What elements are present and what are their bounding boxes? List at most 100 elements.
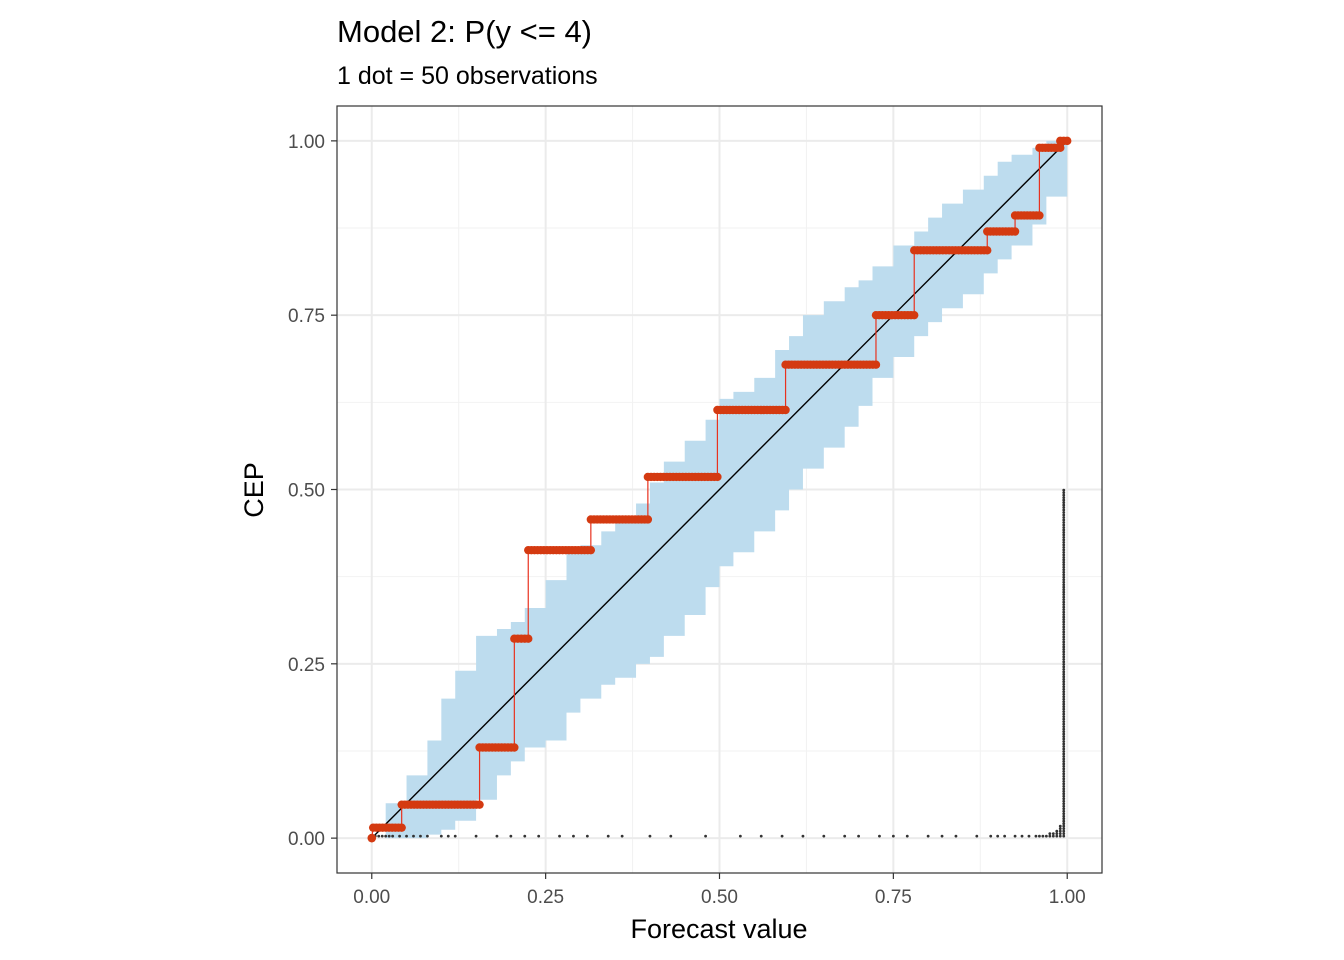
histogram-dot [926, 834, 930, 838]
histogram-dot [1062, 742, 1066, 746]
histogram-dot [1062, 772, 1066, 776]
histogram-dot [585, 834, 589, 838]
histogram-dot [1062, 710, 1066, 714]
histogram-dot [1062, 648, 1066, 651]
histogram-dot [1062, 518, 1066, 522]
histogram-dot [1062, 827, 1066, 831]
x-tick-label: 0.50 [701, 887, 738, 908]
histogram-dot [412, 834, 415, 838]
histogram-dot [1062, 548, 1066, 552]
histogram-dot [439, 834, 443, 838]
histogram-dot [905, 834, 909, 838]
histogram-dot [1062, 675, 1066, 679]
histogram-dot [1062, 770, 1066, 773]
histogram-dot [1062, 672, 1066, 676]
histogram-dot [1062, 553, 1066, 557]
histogram-dot [1062, 573, 1066, 577]
histogram-dot [1062, 630, 1066, 634]
histogram-dot [1038, 834, 1041, 838]
histogram-dot [1062, 804, 1066, 808]
histogram-dot [1062, 690, 1066, 694]
cep-point [586, 545, 596, 555]
histogram-dot [1062, 792, 1066, 796]
histogram-dot [572, 834, 575, 838]
histogram-dot [405, 834, 408, 838]
histogram-dot [1062, 513, 1066, 517]
cep-point [643, 515, 653, 524]
histogram-dot [1055, 829, 1059, 833]
histogram-dot [1044, 834, 1048, 838]
histogram-dot [1062, 498, 1066, 502]
histogram-dot [1062, 819, 1066, 823]
histogram-dot [1062, 501, 1066, 504]
histogram-dot [537, 834, 541, 838]
cep-point [983, 246, 992, 255]
histogram-dot [1062, 705, 1066, 709]
histogram-dot [1062, 667, 1066, 671]
histogram-dot [1062, 799, 1066, 803]
chart-subtitle: 1 dot = 50 observations [337, 62, 598, 90]
histogram-dot [1062, 712, 1066, 716]
histogram-dot [1027, 834, 1031, 838]
histogram-dot [1062, 526, 1066, 529]
histogram-dot [1062, 643, 1066, 646]
histogram-dot [377, 834, 381, 838]
histogram-dot [1062, 538, 1066, 542]
histogram-dot [704, 834, 707, 838]
histogram-dot [1062, 633, 1066, 636]
histogram-dot [1062, 822, 1066, 826]
histogram-dot [1058, 827, 1062, 831]
histogram-dot [1062, 789, 1066, 793]
histogram-dot [1034, 834, 1038, 838]
histogram-dot [1048, 832, 1052, 836]
histogram-dot [780, 834, 784, 838]
histogram-dot [1062, 809, 1066, 813]
histogram-dot [1062, 695, 1066, 699]
histogram-dot [453, 834, 457, 838]
histogram-dot [1062, 650, 1066, 654]
histogram-dot [1062, 570, 1066, 574]
histogram-dot [1051, 832, 1055, 836]
histogram-dot [1062, 657, 1066, 661]
histogram-dot [1062, 740, 1066, 743]
x-tick-label: 0.25 [527, 887, 564, 908]
histogram-dot [1062, 722, 1066, 726]
histogram-dot [1062, 565, 1066, 569]
histogram-dot [419, 834, 422, 838]
histogram-dot [1062, 750, 1066, 753]
histogram-dot [1062, 508, 1066, 512]
histogram-dot [1062, 755, 1066, 758]
histogram-dot [426, 834, 429, 838]
histogram-dot [1062, 558, 1066, 562]
histogram-dot [1062, 555, 1066, 559]
cep-point [1035, 211, 1044, 220]
histogram-dot [1062, 506, 1066, 509]
histogram-dot [1062, 680, 1066, 684]
histogram-dot [878, 834, 881, 838]
histogram-dot [1062, 715, 1066, 719]
histogram-dot [891, 834, 895, 838]
histogram-dot [1062, 575, 1066, 579]
histogram-dot [1062, 578, 1066, 582]
histogram-dot [1048, 834, 1052, 838]
y-tick-label: 0.50 [288, 481, 325, 502]
histogram-dot [1062, 662, 1066, 666]
histogram-dot [1062, 595, 1066, 599]
histogram-dot [738, 834, 742, 838]
histogram-dot [1062, 608, 1066, 612]
histogram-dot [606, 834, 610, 838]
histogram-dot [1062, 655, 1066, 659]
histogram-dot [759, 834, 763, 838]
cep-point [713, 472, 722, 482]
histogram-dot [523, 834, 527, 838]
histogram-dot [1013, 834, 1017, 838]
histogram-dot [1062, 782, 1066, 786]
histogram-dot [1062, 757, 1066, 761]
histogram-dot [1062, 491, 1066, 495]
histogram-dot [1062, 618, 1066, 621]
histogram-dot [495, 834, 499, 838]
histogram-dot [1062, 725, 1066, 729]
cep-point [1056, 143, 1065, 153]
cep-point [524, 634, 533, 643]
histogram-dot [940, 834, 944, 838]
